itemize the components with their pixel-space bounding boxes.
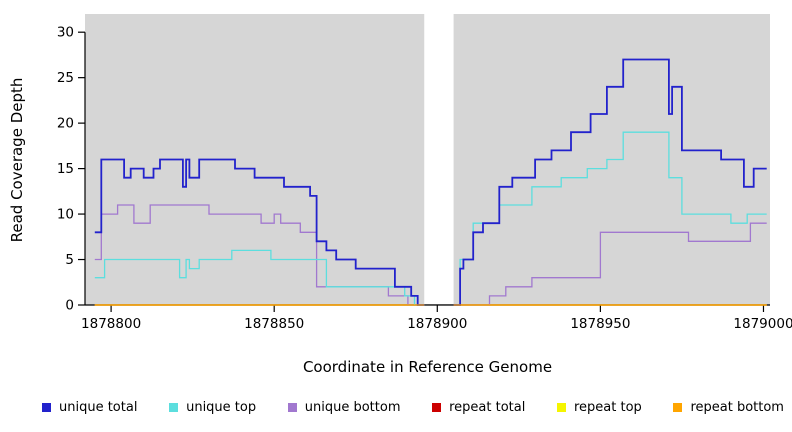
series-line-unique-top: [94, 249, 425, 306]
x-tick-label: 1878800: [81, 316, 141, 332]
legend-label-repeat-bottom: repeat bottom: [690, 400, 784, 415]
y-tick-label: 10: [57, 207, 74, 223]
legend-swatch-repeat-bottom: [673, 403, 683, 412]
y-tick-label: 20: [57, 116, 74, 132]
series-line-unique-bottom: [453, 222, 767, 306]
legend: unique total unique top unique bottom repea…: [42, 400, 784, 415]
legend-swatch-unique-bottom: [287, 403, 297, 412]
series-line-unique-total: [94, 158, 425, 306]
legend-item-repeat-bottom: repeat bottom: [673, 400, 784, 415]
legend-label-unique-total: unique total: [59, 400, 138, 415]
y-tick-label: 30: [57, 25, 74, 41]
y-tick-label: 15: [57, 161, 74, 177]
x-tick-label: 1878850: [244, 316, 304, 332]
series-line-unique-top: [453, 131, 767, 306]
series-line-unique-total: [453, 58, 767, 306]
y-tick-label: 5: [65, 252, 74, 268]
legend-swatch-unique-top: [169, 403, 179, 412]
coverage-plot-canvas: 0 5 10 15 20 25 30 1878800 1878850 1878900 1878950…: [57, 12, 792, 332]
coverage-gap-band: [424, 12, 454, 304]
legend-swatch-unique-total: [42, 403, 51, 412]
legend-swatch-repeat-top: [557, 403, 566, 412]
legend-item-repeat-total: repeat total: [432, 400, 525, 415]
legend-swatch-repeat-total: [432, 403, 442, 412]
legend-item-unique-top: unique top: [169, 400, 256, 415]
legend-label-repeat-top: repeat top: [574, 400, 642, 415]
legend-label-repeat-total: repeat total: [449, 400, 526, 415]
legend-label-unique-bottom: unique bottom: [304, 400, 401, 415]
x-tick-label: 1878950: [570, 316, 630, 332]
x-tick-label: 1879000: [733, 316, 792, 332]
y-tick-label: 25: [57, 70, 74, 86]
y-tick-label: 0: [65, 298, 74, 314]
legend-item-unique-total: unique total: [42, 400, 137, 415]
y-axis-title: Read Coverage Depth: [8, 77, 26, 243]
legend-item-unique-bottom: unique bottom: [287, 400, 401, 415]
x-axis-title: Coordinate in Reference Genome: [302, 358, 553, 376]
legend-label-unique-top: unique top: [186, 400, 257, 415]
x-tick-label: 1878900: [407, 316, 467, 332]
legend-item-repeat-top: repeat top: [557, 400, 642, 415]
